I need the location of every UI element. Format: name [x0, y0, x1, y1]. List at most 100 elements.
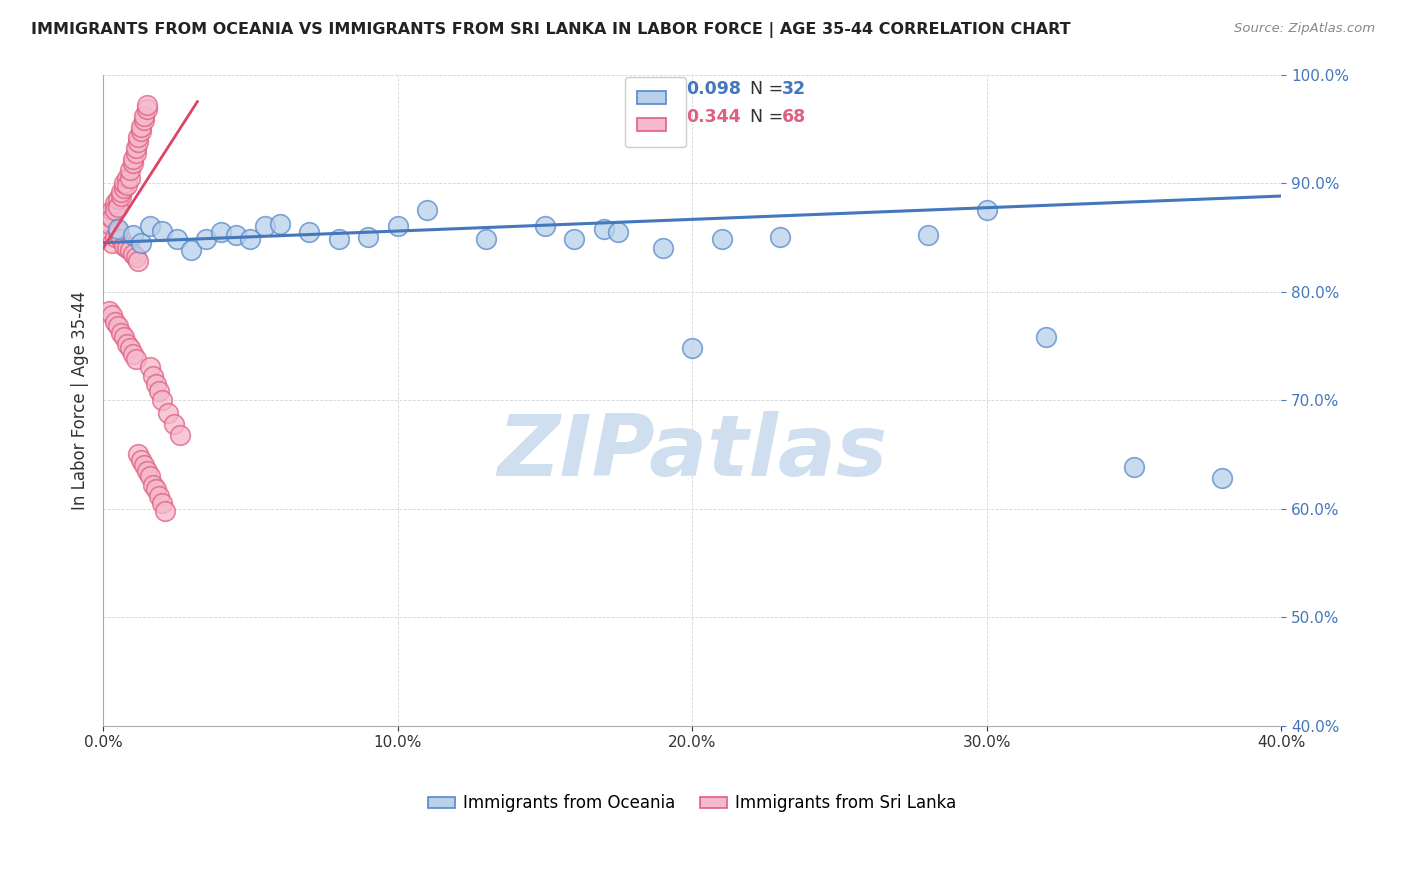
Point — [121, 228, 143, 243]
Point — [156, 406, 179, 420]
Point — [225, 228, 247, 243]
Text: N =: N = — [740, 108, 789, 126]
Text: R =: R = — [654, 108, 692, 126]
Point — [131, 124, 153, 138]
Point — [153, 504, 176, 518]
Point — [118, 341, 141, 355]
Point — [254, 219, 277, 234]
Point — [328, 232, 350, 246]
Point — [94, 225, 117, 239]
Point — [110, 185, 132, 199]
Point — [121, 347, 143, 361]
Text: N =: N = — [740, 80, 789, 98]
Point — [136, 102, 159, 116]
Text: R =: R = — [654, 80, 692, 98]
Point — [134, 113, 156, 128]
Text: Source: ZipAtlas.com: Source: ZipAtlas.com — [1234, 22, 1375, 36]
Text: 68: 68 — [782, 108, 806, 126]
Point — [134, 458, 156, 472]
Text: 0.098: 0.098 — [686, 80, 741, 98]
Point — [195, 232, 218, 246]
Point — [142, 477, 165, 491]
Point — [1035, 330, 1057, 344]
Point — [917, 228, 939, 243]
Point — [269, 217, 291, 231]
Point — [134, 109, 156, 123]
Text: ZIPatlas: ZIPatlas — [496, 410, 887, 493]
Point — [104, 230, 127, 244]
Point — [148, 489, 170, 503]
Point — [104, 315, 127, 329]
Point — [124, 250, 146, 264]
Point — [127, 130, 149, 145]
Point — [121, 156, 143, 170]
Point — [142, 369, 165, 384]
Point — [148, 384, 170, 399]
Point — [145, 482, 167, 496]
Point — [150, 392, 173, 407]
Point — [127, 135, 149, 149]
Point — [1211, 471, 1233, 485]
Point — [98, 304, 121, 318]
Point — [115, 178, 138, 193]
Point — [107, 221, 129, 235]
Point — [769, 230, 792, 244]
Point — [710, 232, 733, 246]
Point — [357, 230, 380, 244]
Point — [150, 224, 173, 238]
Point — [118, 163, 141, 178]
Point — [139, 219, 162, 234]
Point — [976, 203, 998, 218]
Point — [112, 181, 135, 195]
Point — [98, 217, 121, 231]
Point — [98, 209, 121, 223]
Text: 0.344: 0.344 — [686, 108, 741, 126]
Point — [115, 241, 138, 255]
Text: IMMIGRANTS FROM OCEANIA VS IMMIGRANTS FROM SRI LANKA IN LABOR FORCE | AGE 35-44 : IMMIGRANTS FROM OCEANIA VS IMMIGRANTS FR… — [31, 22, 1070, 38]
Point — [166, 232, 188, 246]
Point — [124, 145, 146, 160]
Point — [651, 241, 673, 255]
Point — [121, 246, 143, 260]
Point — [239, 232, 262, 246]
Point — [107, 200, 129, 214]
Point — [136, 464, 159, 478]
Point — [475, 232, 498, 246]
Point — [115, 336, 138, 351]
Point — [127, 447, 149, 461]
Point — [112, 176, 135, 190]
Point — [298, 225, 321, 239]
Point — [169, 427, 191, 442]
Point — [139, 360, 162, 375]
Point — [124, 351, 146, 366]
Point — [110, 232, 132, 246]
Point — [107, 225, 129, 239]
Point — [107, 319, 129, 334]
Point — [104, 195, 127, 210]
Point — [150, 496, 173, 510]
Text: 32: 32 — [782, 80, 806, 98]
Point — [112, 330, 135, 344]
Point — [145, 376, 167, 391]
Point — [416, 203, 439, 218]
Point — [163, 417, 186, 431]
Point — [387, 219, 409, 234]
Point — [131, 235, 153, 250]
Point — [121, 152, 143, 166]
Point — [131, 452, 153, 467]
Point — [104, 203, 127, 218]
Point — [110, 326, 132, 340]
Point — [562, 232, 585, 246]
Point — [124, 141, 146, 155]
Point — [94, 214, 117, 228]
Point — [681, 341, 703, 355]
Point — [107, 192, 129, 206]
Point — [110, 189, 132, 203]
Point — [139, 469, 162, 483]
Legend: Immigrants from Oceania, Immigrants from Sri Lanka: Immigrants from Oceania, Immigrants from… — [419, 786, 965, 821]
Point — [101, 211, 124, 225]
Point — [209, 225, 232, 239]
Point — [131, 120, 153, 134]
Point — [607, 225, 630, 239]
Point — [136, 98, 159, 112]
